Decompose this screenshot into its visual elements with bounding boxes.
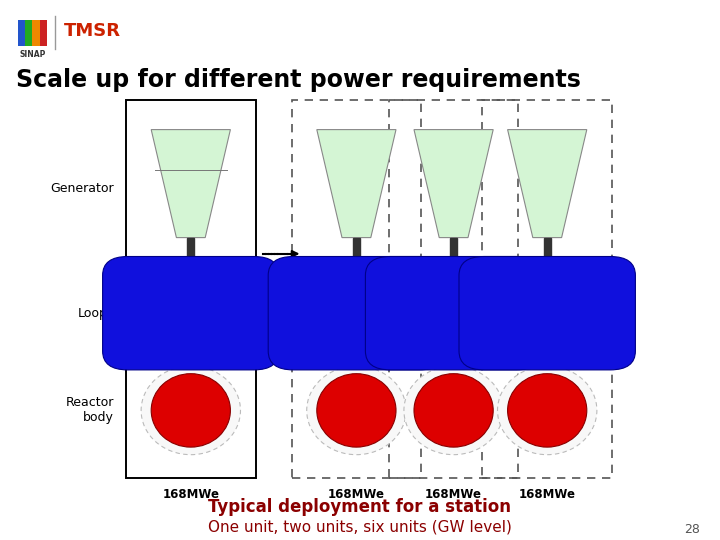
FancyBboxPatch shape [423, 347, 444, 366]
Text: TMSR: TMSR [64, 22, 121, 40]
Polygon shape [450, 364, 457, 370]
FancyBboxPatch shape [467, 347, 487, 366]
Text: 168MWe: 168MWe [425, 488, 482, 501]
Ellipse shape [317, 374, 396, 447]
Bar [292, 100, 421, 478]
Ellipse shape [307, 366, 406, 455]
FancyBboxPatch shape [326, 347, 346, 366]
Polygon shape [187, 364, 194, 370]
Text: 28: 28 [684, 523, 700, 536]
Text: Typical deployment for a station: Typical deployment for a station [209, 497, 511, 516]
Bar [40, 20, 47, 46]
Text: Loops: Loops [77, 307, 114, 320]
Ellipse shape [414, 374, 493, 447]
Text: 168MWe: 168MWe [162, 488, 220, 501]
Polygon shape [544, 364, 551, 370]
Text: Reactor
body: Reactor body [66, 396, 114, 424]
FancyBboxPatch shape [365, 256, 541, 370]
FancyBboxPatch shape [268, 256, 444, 370]
Polygon shape [544, 238, 551, 267]
FancyBboxPatch shape [161, 347, 181, 366]
FancyBboxPatch shape [370, 347, 390, 366]
FancyBboxPatch shape [204, 347, 225, 366]
FancyBboxPatch shape [459, 256, 635, 370]
Polygon shape [317, 130, 396, 238]
Bar [389, 100, 518, 478]
Text: Scale up for different power requirements: Scale up for different power requirement… [16, 68, 581, 91]
Ellipse shape [498, 366, 597, 455]
Bar [126, 100, 256, 478]
Text: Generator: Generator [50, 183, 114, 195]
Ellipse shape [508, 374, 587, 447]
FancyBboxPatch shape [561, 347, 581, 366]
Ellipse shape [141, 366, 240, 455]
Bar [18, 20, 25, 46]
Polygon shape [151, 130, 230, 238]
Bar [32, 20, 40, 46]
Text: One unit, two units, six units (GW level): One unit, two units, six units (GW level… [208, 519, 512, 534]
Ellipse shape [404, 366, 503, 455]
Ellipse shape [151, 374, 230, 447]
Text: 168MWe: 168MWe [518, 488, 576, 501]
Polygon shape [353, 238, 360, 267]
Bar [25, 20, 32, 46]
Text: SINAP: SINAP [19, 50, 45, 59]
Bar [482, 100, 612, 478]
Polygon shape [450, 238, 457, 267]
Polygon shape [508, 130, 587, 238]
Polygon shape [414, 130, 493, 238]
FancyBboxPatch shape [517, 347, 537, 366]
Polygon shape [187, 238, 194, 267]
Text: 168MWe: 168MWe [328, 488, 385, 501]
FancyBboxPatch shape [102, 256, 279, 370]
Polygon shape [353, 364, 360, 370]
